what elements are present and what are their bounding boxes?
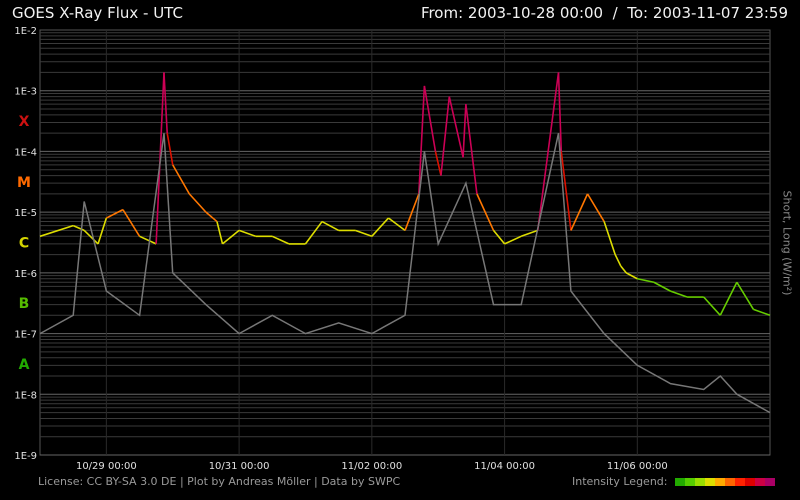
flare-class-label: A — [19, 357, 30, 373]
flare-class-labels: X M C B A — [17, 114, 31, 373]
x-tick-label: 11/02 00:00 — [341, 461, 402, 472]
series-long-segment — [614, 254, 622, 267]
series-long-segment — [387, 217, 406, 232]
series-long-segment — [418, 85, 426, 194]
series-long-segment — [520, 229, 539, 238]
intensity-legend-label: Intensity Legend: — [572, 475, 668, 488]
series-long-segment — [354, 229, 373, 238]
series-long-segment — [205, 211, 218, 223]
series-long-segment — [216, 221, 224, 245]
y-tick-label: 1E-6 — [14, 269, 37, 280]
flare-class-label: M — [17, 175, 31, 191]
series-long-segment — [653, 281, 671, 292]
x-tick-labels: 10/29 00:00 10/31 00:00 11/02 00:00 11/04 0… — [76, 461, 668, 472]
series-long-segment — [637, 277, 655, 284]
series-long-segment — [703, 296, 721, 316]
series-long-segment — [321, 220, 340, 232]
y-tick-label: 1E-8 — [14, 390, 37, 401]
y-tick-label: 1E-2 — [14, 26, 37, 37]
y-tick-labels: 1E-2 1E-3 1E-4 1E-5 1E-6 1E-7 1E-8 1E-9 — [14, 26, 37, 462]
chart-title: GOES X-Ray Flux - UTC — [12, 4, 183, 22]
series-long-segment — [423, 85, 437, 152]
series-long-segment — [166, 133, 174, 166]
series-long-segment — [106, 208, 124, 219]
y-tick-label: 1E-5 — [14, 208, 37, 219]
series-long-segment — [448, 96, 464, 158]
series-long-segment — [753, 308, 771, 317]
x-tick-label: 11/06 00:00 — [607, 461, 668, 472]
x-tick-label: 10/31 00:00 — [209, 461, 270, 472]
legend-swatch — [715, 478, 725, 486]
flare-class-label: B — [19, 296, 30, 312]
series-long-segment — [719, 281, 738, 316]
series-long-segment — [603, 221, 616, 255]
y-tick-label: 1E-7 — [14, 330, 37, 341]
series-long-segment — [465, 104, 478, 194]
series-long-segment — [570, 193, 589, 231]
legend-swatch — [675, 478, 685, 486]
series-long-segment — [72, 224, 85, 232]
series-lines — [39, 72, 771, 414]
series-long-segment — [504, 235, 522, 245]
grid — [40, 30, 770, 456]
series-long-segment — [172, 164, 191, 195]
series-long-segment — [586, 193, 605, 222]
series-long-segment — [625, 272, 638, 280]
legend-swatch — [705, 478, 715, 486]
flare-class-label: X — [19, 114, 30, 130]
series-long-segment — [139, 235, 157, 245]
series-long-segment — [83, 229, 99, 245]
y-tick-label: 1E-4 — [14, 147, 37, 158]
legend-swatch — [685, 478, 695, 486]
series-long-segment — [536, 72, 560, 231]
series-long-segment — [122, 209, 141, 237]
legend-swatch — [695, 478, 705, 486]
legend-swatch — [755, 478, 765, 486]
series-long-segment — [188, 193, 207, 213]
legend-swatch — [765, 478, 775, 486]
series-long-segment — [404, 193, 420, 231]
plot-area — [39, 29, 771, 456]
series-long-segment — [476, 193, 495, 231]
series-long-segment — [440, 96, 451, 176]
series-long-segment — [371, 217, 390, 237]
series-long-segment — [492, 229, 506, 245]
series-short-line — [39, 133, 771, 414]
legend-swatch — [735, 478, 745, 486]
intensity-legend — [675, 478, 775, 486]
credits: License: CC BY-SA 3.0 DE | Plot by Andre… — [38, 475, 401, 488]
series-long-segment — [238, 229, 256, 238]
series-long-segment — [736, 281, 755, 310]
series-long-segment — [670, 290, 688, 298]
series-long-segment — [222, 229, 240, 245]
y-axis-label: Short, Long (W/m²) — [780, 190, 794, 296]
series-long-segment — [557, 72, 563, 152]
legend-swatch — [725, 478, 735, 486]
x-tick-label: 11/04 00:00 — [474, 461, 535, 472]
series-long-segment — [434, 151, 442, 176]
series-long-segment — [163, 72, 169, 134]
series-long-segment — [620, 265, 627, 274]
series-long-segment — [39, 224, 74, 238]
y-tick-label: 1E-9 — [14, 451, 37, 462]
x-tick-label: 10/29 00:00 — [76, 461, 137, 472]
legend-swatch — [745, 478, 755, 486]
series-long-segment — [304, 221, 323, 245]
flare-class-label: C — [19, 236, 29, 252]
series-long-segment — [462, 104, 467, 158]
series-long-segment — [271, 235, 290, 245]
series-long-segment — [560, 151, 572, 231]
series-long-segment — [97, 217, 108, 245]
date-range: From: 2003-10-28 00:00 / To: 2003-11-07 … — [420, 4, 788, 22]
y-tick-label: 1E-3 — [14, 87, 37, 98]
